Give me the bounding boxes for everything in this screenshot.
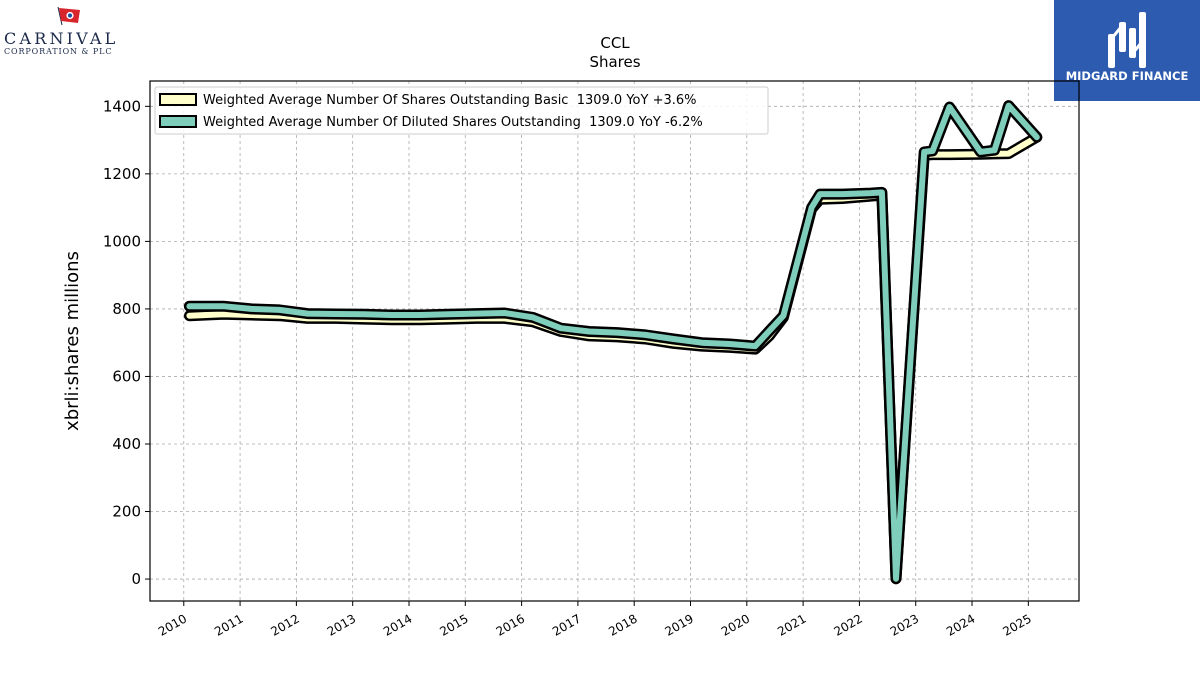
carnival-flag-icon [57, 6, 80, 26]
carnival-logo-subtitle: CORPORATION & PLC [4, 47, 113, 56]
carnival-logo-name: CARNIVAL [4, 29, 119, 48]
chart-subtitle: Shares [589, 53, 640, 71]
series-diluted-line [183, 100, 1043, 585]
y-tick-label: 1000 [103, 232, 141, 250]
x-tick-label: 2010 [156, 611, 189, 638]
x-axis-ticks: 2010 2011 2012 2013 2014 2015 2016 2017 2018 2019… [156, 601, 1034, 639]
x-tick-label: 2024 [944, 611, 977, 638]
y-tick-label: 200 [112, 503, 141, 521]
x-tick-label: 2013 [325, 611, 358, 638]
y-tick-label: 1200 [103, 165, 141, 183]
x-tick-label: 2012 [268, 611, 301, 638]
midgard-finance-logo: MIDGARD FINANCE [1054, 0, 1200, 101]
x-tick-label: 2020 [719, 611, 752, 638]
y-tick-label: 800 [112, 300, 141, 318]
series-lines [183, 100, 1043, 585]
legend-swatch-diluted [159, 115, 197, 128]
midgard-logo-name: MIDGARD FINANCE [1065, 69, 1189, 83]
x-tick-label: 2015 [437, 611, 470, 638]
midgard-mark-icon [1108, 12, 1146, 68]
x-tick-label: 2025 [1000, 611, 1033, 638]
x-tick-label: 2019 [663, 611, 696, 638]
y-tick-label: 400 [112, 435, 141, 453]
x-tick-label: 2014 [381, 611, 414, 638]
x-tick-label: 2021 [775, 611, 808, 638]
legend-box [154, 86, 769, 135]
legend: Weighted Average Number Of Shares Outsta… [154, 86, 769, 135]
chart-title: CCL [600, 34, 630, 52]
x-tick-label: 2022 [831, 611, 864, 638]
carnival-logo: CARNIVAL CORPORATION & PLC [0, 0, 140, 62]
y-tick-label: 600 [112, 367, 141, 385]
series-diluted-fill [186, 102, 1040, 582]
x-tick-label: 2018 [606, 611, 639, 638]
x-tick-label: 2017 [550, 611, 583, 638]
y-axis-label: xbrli:shares millions [62, 251, 83, 431]
y-tick-label: 0 [131, 570, 141, 588]
x-tick-label: 2011 [212, 611, 245, 638]
legend-swatch-basic [159, 93, 197, 106]
y-tick-label: 1400 [103, 97, 141, 115]
plot-area-frame [149, 80, 1080, 602]
legend-label-basic: Weighted Average Number Of Shares Outsta… [203, 93, 697, 108]
x-tick-label: 2023 [888, 611, 921, 638]
x-tick-label: 2016 [494, 611, 527, 638]
y-axis-ticks: 0 200 400 600 800 1000 1200 1400 [103, 97, 150, 588]
legend-label-diluted: Weighted Average Number Of Diluted Share… [203, 115, 703, 130]
